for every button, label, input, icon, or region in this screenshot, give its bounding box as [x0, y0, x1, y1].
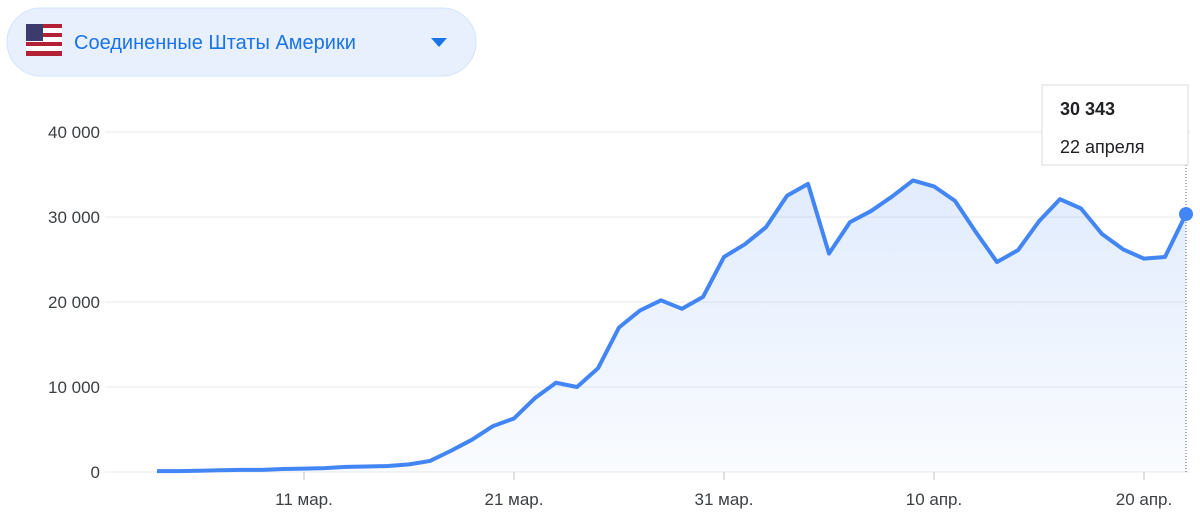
line — [157, 178, 1188, 474]
tooltip: 30 343 22 апреля — [1041, 84, 1189, 166]
point — [1179, 207, 1193, 222]
tooltip-value: 30 343 — [1060, 99, 1115, 119]
y-tick-label: 20 000 — [48, 293, 100, 312]
x-tick-label: 21 мар. — [485, 490, 544, 509]
x-tick-label: 11 мар. — [275, 490, 333, 509]
x-tick-label: 10 апр. — [906, 490, 962, 509]
x-tick-label: 20 апр. — [1116, 490, 1172, 509]
x-tick-label: 31 мар. — [695, 490, 754, 509]
y-tick-label: 10 000 — [48, 378, 100, 397]
dropdown-arrow[interactable] — [431, 38, 447, 47]
flag — [26, 24, 62, 56]
tooltip-box — [1041, 84, 1189, 166]
tooltip-date: 22 апреля — [1060, 137, 1144, 157]
y-tick-label: 0 — [91, 463, 100, 482]
y-tick-label: 40 000 — [48, 123, 100, 142]
country-selector[interactable] — [6, 7, 477, 77]
country-name[interactable]: Соединенные Штаты Америки — [74, 32, 356, 54]
y-tick-label: 30 000 — [48, 208, 100, 227]
area — [157, 180, 1186, 472]
